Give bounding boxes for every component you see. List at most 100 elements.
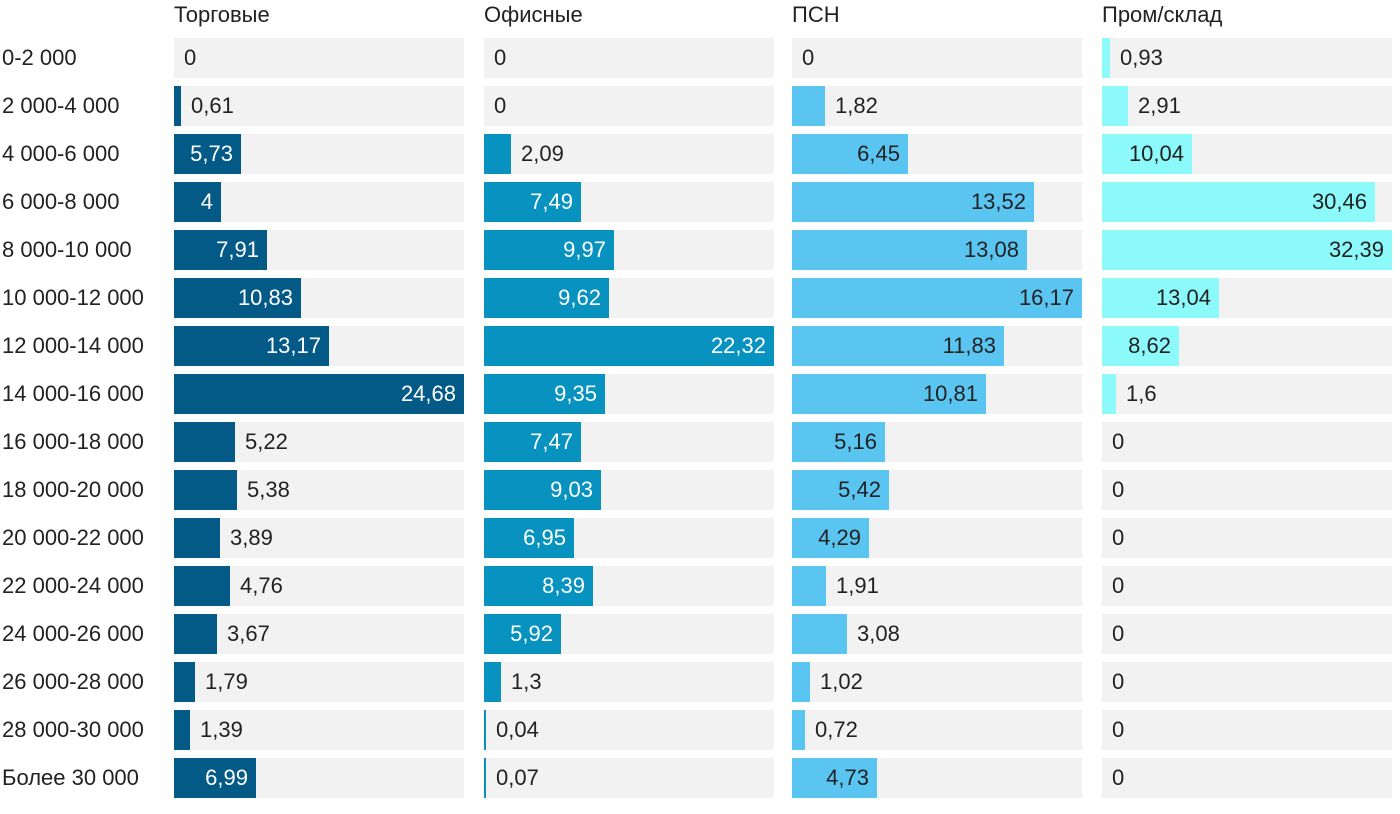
bar bbox=[1102, 278, 1219, 318]
panel-title: ПСН bbox=[792, 2, 840, 27]
bar bbox=[792, 470, 889, 510]
data-label: 4,76 bbox=[240, 573, 283, 598]
bar bbox=[174, 182, 221, 222]
bar-track: 0 bbox=[1102, 470, 1392, 510]
bar-track: 9,62 bbox=[484, 278, 774, 318]
bar-track: 1,39 bbox=[174, 710, 464, 750]
data-label: 1,02 bbox=[820, 669, 863, 694]
data-label: 4 bbox=[200, 189, 213, 214]
bar bbox=[792, 758, 877, 798]
bar bbox=[174, 326, 329, 366]
data-label: 4,29 bbox=[818, 525, 861, 550]
data-label: 1,82 bbox=[835, 93, 878, 118]
bar bbox=[484, 614, 561, 654]
bar-track: 0,04 bbox=[484, 710, 774, 750]
bar bbox=[174, 758, 256, 798]
data-label: 11,83 bbox=[942, 333, 996, 358]
data-label: 9,97 bbox=[563, 237, 606, 262]
bar-track: 30,46 bbox=[1102, 182, 1392, 222]
data-label: 0 bbox=[494, 93, 507, 118]
bar bbox=[792, 86, 825, 126]
data-label: 32,39 bbox=[1328, 237, 1384, 262]
data-label: 5,92 bbox=[510, 621, 553, 646]
data-label: 30,46 bbox=[1311, 189, 1367, 214]
data-label: 7,49 bbox=[530, 189, 573, 214]
data-label: 5,38 bbox=[247, 477, 290, 502]
data-label: 0,07 bbox=[496, 765, 539, 790]
bar bbox=[792, 566, 826, 606]
bar bbox=[174, 710, 190, 750]
bar-track: 13,08 bbox=[792, 230, 1082, 270]
category-label: 6 000-8 000 bbox=[2, 189, 120, 214]
bar-track: 9,03 bbox=[484, 470, 774, 510]
data-label: 3,89 bbox=[230, 525, 273, 550]
bar bbox=[484, 470, 601, 510]
category-label: 2 000-4 000 bbox=[2, 93, 120, 118]
bar bbox=[792, 662, 810, 702]
bar-track: 0 bbox=[1102, 566, 1392, 606]
bar-track: 13,04 bbox=[1102, 278, 1392, 318]
bar bbox=[1102, 134, 1192, 174]
bar bbox=[484, 182, 581, 222]
bar-track: 4 bbox=[174, 182, 464, 222]
data-label: 10,04 bbox=[1128, 141, 1184, 166]
bar-track: 5,92 bbox=[484, 614, 774, 654]
data-label: 0 bbox=[1112, 477, 1125, 502]
bar-track: 0,07 bbox=[484, 758, 774, 798]
bar-track: 10,04 bbox=[1102, 134, 1392, 174]
bar bbox=[174, 86, 181, 126]
bar bbox=[174, 374, 464, 414]
category-label: 20 000-22 000 bbox=[2, 525, 144, 550]
bar bbox=[174, 662, 195, 702]
bar-track: 9,97 bbox=[484, 230, 774, 270]
data-label: 0 bbox=[1112, 621, 1125, 646]
bar-track: 0 bbox=[1102, 422, 1392, 462]
data-label: 0,93 bbox=[1120, 45, 1163, 70]
data-label: 4,73 bbox=[826, 765, 869, 790]
data-label: 5,42 bbox=[838, 477, 881, 502]
bar-track: 7,49 bbox=[484, 182, 774, 222]
bar bbox=[1102, 374, 1116, 414]
data-label: 1,79 bbox=[205, 669, 248, 694]
panel-title: Офисные bbox=[484, 2, 583, 27]
data-label: 2,91 bbox=[1138, 93, 1181, 118]
bar bbox=[792, 326, 1004, 366]
bar-track: 10,83 bbox=[174, 278, 464, 318]
category-label: 0-2 000 bbox=[2, 45, 77, 70]
bar bbox=[1102, 326, 1179, 366]
bar bbox=[484, 518, 574, 558]
bar-track: 22,32 bbox=[484, 326, 774, 366]
data-label: 0 bbox=[1112, 429, 1125, 454]
bar bbox=[1102, 38, 1110, 78]
bar-track: 5,42 bbox=[792, 470, 1082, 510]
bar-track: 5,73 bbox=[174, 134, 464, 174]
data-label: 10,83 bbox=[237, 285, 293, 310]
data-label: 7,47 bbox=[530, 429, 573, 454]
data-label: 0,72 bbox=[815, 717, 858, 742]
bar-track: 0 bbox=[1102, 662, 1392, 702]
data-label: 10,81 bbox=[922, 381, 978, 406]
bar bbox=[1102, 86, 1128, 126]
bar-track: 4,73 bbox=[792, 758, 1082, 798]
bar bbox=[484, 326, 774, 366]
data-label: 7,91 bbox=[216, 237, 259, 262]
bar bbox=[1102, 230, 1392, 270]
category-label: 16 000-18 000 bbox=[2, 429, 144, 454]
bar-track: 2,09 bbox=[484, 134, 774, 174]
bar-track: 4,29 bbox=[792, 518, 1082, 558]
bar bbox=[792, 518, 869, 558]
data-label: 1,39 bbox=[200, 717, 243, 742]
data-label: 13,52 bbox=[970, 189, 1026, 214]
bar-track: 16,17 bbox=[792, 278, 1082, 318]
bar-track: 0,61 bbox=[174, 86, 464, 126]
category-label: 24 000-26 000 bbox=[2, 621, 144, 646]
bar-track: 1,91 bbox=[792, 566, 1082, 606]
bar bbox=[174, 566, 230, 606]
bar bbox=[792, 134, 908, 174]
data-label: 0 bbox=[1112, 525, 1125, 550]
bar bbox=[484, 566, 593, 606]
bar-track: 1,3 bbox=[484, 662, 774, 702]
data-label: 16,17 bbox=[1018, 285, 1074, 310]
bar-track: 11,83 bbox=[792, 326, 1082, 366]
bar bbox=[484, 134, 511, 174]
